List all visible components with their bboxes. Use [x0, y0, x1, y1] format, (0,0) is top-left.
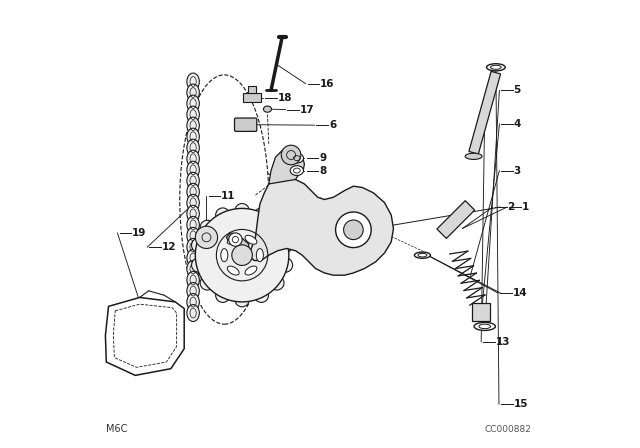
Circle shape — [278, 238, 292, 252]
Circle shape — [278, 258, 292, 272]
Ellipse shape — [414, 252, 431, 258]
Ellipse shape — [290, 153, 303, 163]
Ellipse shape — [187, 84, 199, 101]
Circle shape — [281, 145, 301, 165]
Ellipse shape — [187, 293, 199, 310]
Ellipse shape — [187, 172, 199, 189]
Text: M6C: M6C — [106, 424, 127, 434]
Ellipse shape — [227, 235, 239, 244]
Circle shape — [254, 288, 269, 302]
Polygon shape — [269, 148, 305, 184]
Text: 16: 16 — [320, 79, 335, 89]
Circle shape — [344, 220, 363, 240]
Polygon shape — [227, 233, 249, 255]
Ellipse shape — [474, 323, 495, 331]
Ellipse shape — [187, 139, 199, 156]
Text: 15: 15 — [514, 399, 528, 409]
Text: 3: 3 — [514, 166, 521, 176]
Text: 5: 5 — [514, 86, 521, 95]
Text: 11: 11 — [221, 191, 236, 202]
Ellipse shape — [187, 283, 199, 299]
Ellipse shape — [187, 95, 199, 112]
Polygon shape — [472, 303, 490, 321]
Ellipse shape — [187, 73, 199, 90]
Text: 17: 17 — [300, 104, 315, 115]
Text: 8: 8 — [319, 166, 326, 176]
Ellipse shape — [227, 266, 239, 275]
Ellipse shape — [187, 183, 199, 200]
Text: 10: 10 — [259, 249, 274, 259]
Text: 12: 12 — [162, 242, 177, 252]
Text: 1: 1 — [522, 202, 529, 212]
Circle shape — [232, 245, 252, 266]
Circle shape — [235, 293, 249, 307]
Ellipse shape — [187, 117, 199, 134]
Text: 6: 6 — [329, 120, 336, 130]
Ellipse shape — [187, 250, 199, 267]
Circle shape — [270, 276, 284, 290]
Ellipse shape — [486, 64, 505, 71]
Ellipse shape — [187, 305, 199, 322]
Circle shape — [191, 258, 206, 272]
Circle shape — [254, 208, 269, 222]
Ellipse shape — [187, 238, 199, 255]
Polygon shape — [469, 71, 500, 154]
FancyBboxPatch shape — [248, 86, 257, 93]
Polygon shape — [249, 177, 394, 275]
Circle shape — [200, 220, 214, 235]
Text: 9: 9 — [319, 153, 326, 163]
Circle shape — [195, 208, 289, 302]
Circle shape — [216, 288, 230, 302]
Circle shape — [216, 208, 230, 222]
Ellipse shape — [187, 216, 199, 233]
Text: CC000882: CC000882 — [484, 425, 532, 434]
Ellipse shape — [465, 153, 482, 159]
Ellipse shape — [264, 106, 271, 112]
Text: 18: 18 — [278, 93, 292, 103]
FancyBboxPatch shape — [234, 118, 257, 131]
Text: 4: 4 — [514, 119, 521, 129]
Circle shape — [195, 226, 218, 249]
Ellipse shape — [187, 150, 199, 167]
Ellipse shape — [187, 260, 199, 277]
Text: 7: 7 — [283, 169, 290, 179]
Polygon shape — [437, 201, 475, 238]
Circle shape — [191, 238, 206, 252]
Ellipse shape — [187, 205, 199, 222]
Ellipse shape — [290, 166, 303, 176]
Circle shape — [270, 220, 284, 235]
Text: 19: 19 — [132, 228, 147, 238]
Ellipse shape — [245, 266, 257, 275]
Text: 13: 13 — [496, 337, 510, 347]
Ellipse shape — [187, 271, 199, 289]
Ellipse shape — [187, 228, 199, 244]
Circle shape — [335, 212, 371, 248]
Circle shape — [228, 233, 242, 246]
Text: 2: 2 — [508, 202, 515, 212]
Ellipse shape — [187, 194, 199, 211]
Ellipse shape — [187, 161, 199, 178]
Circle shape — [235, 203, 249, 218]
Ellipse shape — [245, 235, 257, 244]
Text: 14: 14 — [513, 288, 527, 298]
Ellipse shape — [257, 249, 263, 262]
Circle shape — [200, 276, 214, 290]
Ellipse shape — [187, 128, 199, 145]
Ellipse shape — [187, 106, 199, 123]
Ellipse shape — [221, 249, 228, 262]
Polygon shape — [106, 297, 184, 375]
FancyBboxPatch shape — [243, 93, 260, 102]
